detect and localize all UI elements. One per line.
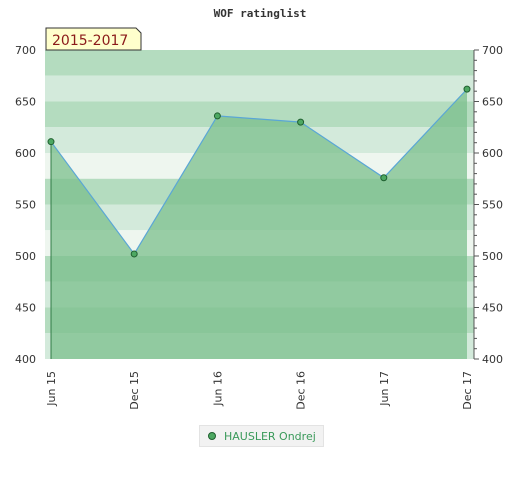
y-tick-label-left: 550 <box>15 199 36 212</box>
legend-marker-icon <box>208 432 216 440</box>
data-point <box>130 250 138 258</box>
y-tick-label-right: 600 <box>482 147 503 160</box>
y-tick-label-right: 650 <box>482 96 503 109</box>
x-tick-label: Dec 15 <box>128 371 141 410</box>
y-tick-label-right: 500 <box>482 250 503 263</box>
background-band <box>45 50 474 76</box>
y-tick-label-left: 600 <box>15 147 36 160</box>
period-label: 2015-2017 <box>52 33 128 49</box>
data-point <box>297 118 305 126</box>
y-tick-label-left: 450 <box>15 302 36 315</box>
series-area <box>51 89 467 359</box>
data-point <box>213 112 221 120</box>
y-axis-left: 400 450 500 550 600 650 700 <box>15 44 36 366</box>
y-tick-label-left: 500 <box>15 250 36 263</box>
y-tick-label-left: 700 <box>15 44 36 57</box>
legend-label: HAUSLER Ondrej <box>224 429 316 443</box>
x-tick-label: Jun 17 <box>378 371 391 407</box>
legend: HAUSLER Ondrej <box>199 425 324 447</box>
y-axis-right: 400 450 500 550 600 650 700 <box>473 44 503 366</box>
data-points <box>47 85 471 258</box>
period-badge: 2015-2017 <box>45 27 142 51</box>
series-line <box>50 88 468 256</box>
data-point <box>380 174 388 182</box>
data-point <box>463 85 471 93</box>
y-tick-label-left: 400 <box>15 353 36 366</box>
area-layer <box>50 88 468 359</box>
y-tick-label-right: 400 <box>482 353 503 366</box>
y-tick-label-left: 650 <box>15 96 36 109</box>
x-tick-label: Dec 16 <box>295 371 308 410</box>
x-tick-label: Dec 17 <box>461 371 474 410</box>
y-tick-label-right: 700 <box>482 44 503 57</box>
x-axis: Jun 15 Dec 15 Jun 16 Dec 16 Jun 17 Dec 17 <box>45 371 474 410</box>
x-tick-label: Jun 15 <box>45 371 58 407</box>
chart-title: WOF ratinglist <box>214 7 307 20</box>
x-tick-label: Jun 16 <box>211 371 224 407</box>
y-tick-label-right: 550 <box>482 199 503 212</box>
y-tick-label-right: 450 <box>482 302 503 315</box>
data-point <box>47 138 55 146</box>
background-band <box>45 75 474 102</box>
